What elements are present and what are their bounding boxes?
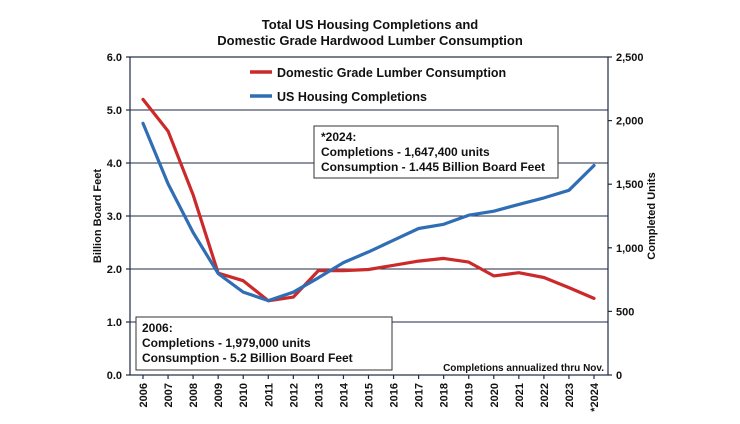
y-left-tick-label: 6.0: [107, 52, 122, 64]
annotation-2024: *2024: Completions - 1,647,400 units Con…: [313, 125, 559, 179]
y-axis-right-label: Completed Units: [646, 172, 658, 259]
x-tick-label: 2016: [389, 383, 401, 407]
x-tick-label: 2010: [238, 383, 250, 407]
completions-note: Completions annualized thru Nov.: [443, 363, 604, 374]
x-tick-label: 2014: [338, 382, 350, 407]
y-axis-right-ticks: 0 500 1,000 1,500 2,000 2,500: [608, 52, 644, 382]
x-tick-label: *2024: [589, 382, 601, 412]
legend-label-completions: US Housing Completions: [277, 90, 427, 104]
annotation-2024-line-2: Completions - 1,647,400 units: [321, 145, 490, 159]
y-right-tick-label: 1,500: [616, 179, 644, 191]
x-tick-label: 2013: [313, 383, 325, 407]
y-left-tick-label: 3.0: [107, 211, 122, 223]
x-tick-label: 2015: [364, 383, 376, 407]
x-tick-label: 2019: [464, 383, 476, 407]
y-left-tick-label: 1.0: [107, 317, 122, 329]
x-tick-label: 2022: [539, 383, 551, 407]
chart-title-line-1: Total US Housing Completions and: [262, 17, 478, 32]
legend: Domestic Grade Lumber Consumption US Hou…: [250, 66, 506, 104]
x-tick-label: 2006: [138, 383, 150, 407]
y-axis-left-ticks: 0.0 1.0 2.0 3.0 4.0 5.0 6.0: [107, 52, 130, 382]
annotation-2006: 2006: Completions - 1,979,000 units Cons…: [135, 316, 393, 371]
y-right-tick-label: 0: [616, 370, 622, 382]
x-tick-label: 2018: [439, 383, 451, 407]
annotation-2024-box: [313, 125, 559, 179]
annotation-2006-line-2: Completions - 1,979,000 units: [142, 336, 311, 350]
y-right-tick-label: 2,500: [616, 52, 644, 64]
x-tick-label: 2021: [514, 383, 526, 407]
x-tick-label: 2023: [564, 383, 576, 407]
x-tick-label: 2017: [414, 383, 426, 407]
legend-label-consumption: Domestic Grade Lumber Consumption: [277, 66, 506, 80]
series-line-completions: [141, 121, 596, 303]
y-right-tick-label: 2,000: [616, 116, 644, 128]
y-left-tick-label: 0.0: [107, 370, 122, 382]
x-tick-label: 2007: [163, 383, 175, 407]
x-axis-ticks: 2006 2007 2008 2009 2010 2011 2012 2013 2014 2015…: [138, 375, 601, 412]
x-tick-label: 2011: [263, 383, 275, 407]
y-left-tick-label: 4.0: [107, 158, 122, 170]
annotation-2006-line-3: Consumption - 5.2 Billion Board Feet: [142, 351, 353, 365]
y-right-tick-label: 1,000: [616, 243, 644, 255]
x-tick-label: 2020: [489, 383, 501, 407]
annotation-2024-line-1: *2024:: [321, 130, 356, 144]
y-axis-left-label: Billion Board Feet: [92, 169, 104, 263]
series-group: [141, 97, 596, 303]
annotation-2006-line-1: 2006:: [142, 321, 173, 335]
x-tick-label: 2009: [213, 383, 225, 407]
chart-title-line-2: Domestic Grade Hardwood Lumber Consumpti…: [217, 33, 523, 48]
y-right-tick-label: 500: [616, 306, 634, 318]
x-tick-label: 2012: [288, 383, 300, 407]
annotation-2024-line-3: Consumption - 1.445 Billion Board Feet: [321, 160, 545, 174]
y-left-tick-label: 5.0: [107, 105, 122, 117]
annotation-2006-box: [135, 316, 393, 371]
x-tick-label: 2008: [188, 383, 200, 407]
y-left-tick-label: 2.0: [107, 264, 122, 276]
